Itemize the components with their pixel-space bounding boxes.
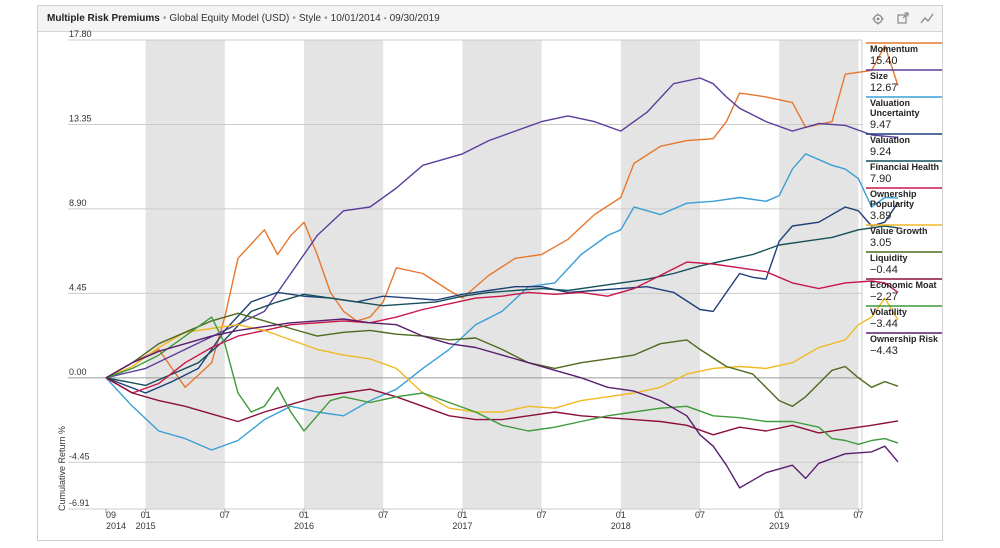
legend-name: Uncertainty [870, 108, 920, 118]
x-tick-label: 01 [299, 510, 309, 520]
y-axis-label: Cumulative Return % [57, 426, 67, 511]
shaded-band [462, 40, 542, 509]
y-tick-label: -4.45 [69, 451, 90, 461]
x-tick-year: 2014 [106, 521, 126, 531]
series-line-ownership-risk [105, 318, 899, 489]
date-range: 10/01/2014 - 09/30/2019 [330, 13, 440, 24]
x-tick-label: 01 [774, 510, 784, 520]
series-line-volatility [105, 316, 899, 445]
y-tick-label: 13.35 [69, 113, 92, 123]
x-tick-label: 09 [106, 510, 116, 520]
legend-name: Value Growth [870, 226, 928, 236]
legend-name: Volatility [870, 307, 907, 317]
chart-type-icon[interactable] [918, 11, 936, 27]
x-tick-year: 2018 [611, 521, 631, 531]
legend-item-liquidity: Liquidity−0.44 [866, 251, 942, 276]
legend-name: Momentum [870, 44, 918, 54]
x-tick-label: 07 [853, 510, 863, 520]
category-name: Style [298, 13, 322, 24]
x-tick-year: 2017 [452, 521, 472, 531]
legend-value: −4.43 [870, 345, 898, 357]
legend-value: 12.67 [870, 82, 898, 94]
chart-card: Multiple Risk Premiums • Global Equity Mod… [37, 5, 943, 541]
legend-value: 15.40 [870, 55, 898, 67]
x-tick-label: 01 [616, 510, 626, 520]
x-tick-label: 01 [141, 510, 151, 520]
x-tick-label: 07 [220, 510, 230, 520]
legend-name: Popularity [870, 199, 914, 209]
legend-value: 3.05 [870, 237, 891, 249]
series-line-valuation [105, 202, 899, 394]
series-line-value-growth [105, 297, 899, 413]
legend-value: 3.89 [870, 210, 891, 222]
series-line-valuation-uncertainty [105, 153, 899, 451]
legend-item-ownership-risk: Ownership Risk−4.43 [866, 332, 942, 357]
x-tick-year: 2019 [769, 521, 789, 531]
series-line-momentum [105, 45, 899, 388]
series-line-liquidity [105, 312, 899, 407]
chart-header: Multiple Risk Premiums • Global Equity Mod… [38, 6, 942, 32]
legend-item-economic-moat: Economic Moat−2.27 [866, 278, 942, 303]
y-tick-label: -6.91 [69, 498, 90, 508]
shaded-band [779, 40, 859, 509]
toolbar [867, 11, 936, 29]
settings-icon[interactable] [869, 11, 887, 27]
y-tick-label: 8.90 [69, 198, 87, 208]
shaded-band [620, 40, 700, 509]
chart-title: Multiple Risk Premiums [47, 13, 160, 24]
series-line-ownership-popularity [105, 261, 899, 394]
series-line-economic-moat [105, 377, 899, 436]
breadcrumb: Multiple Risk Premiums • Global Equity Mod… [47, 13, 440, 24]
x-tick-year: 2015 [136, 521, 156, 531]
x-tick-label: 01 [457, 510, 467, 520]
legend-value: −2.27 [870, 291, 898, 303]
legend-value: 9.47 [870, 119, 891, 131]
y-tick-label: 4.45 [69, 282, 87, 292]
series-line-financial-health [105, 225, 899, 387]
legend-name: Valuation [870, 98, 910, 108]
series-line-size [105, 77, 899, 379]
legend-name: Ownership [870, 189, 917, 199]
x-tick-label: 07 [695, 510, 705, 520]
legend-value: 7.90 [870, 173, 891, 185]
y-tick-label: 17.80 [69, 29, 92, 39]
legend-name: Economic Moat [870, 280, 937, 290]
export-icon[interactable] [894, 11, 912, 27]
legend-name: Financial Health [870, 162, 939, 172]
x-tick-label: 07 [537, 510, 547, 520]
x-tick-label: 07 [378, 510, 388, 520]
legend-name: Size [870, 71, 888, 81]
legend-item-volatility: Volatility−3.44 [866, 305, 942, 330]
shaded-band [304, 40, 384, 509]
x-tick-year: 2016 [294, 521, 314, 531]
y-tick-label: 0.00 [69, 367, 87, 377]
legend-name: Ownership Risk [870, 334, 939, 344]
legend-value: −3.44 [870, 318, 898, 330]
legend-name: Valuation [870, 135, 910, 145]
legend-name: Liquidity [870, 253, 908, 263]
legend-value: 9.24 [870, 146, 891, 158]
legend-value: −0.44 [870, 264, 898, 276]
model-name: Global Equity Model (USD) [169, 13, 290, 24]
